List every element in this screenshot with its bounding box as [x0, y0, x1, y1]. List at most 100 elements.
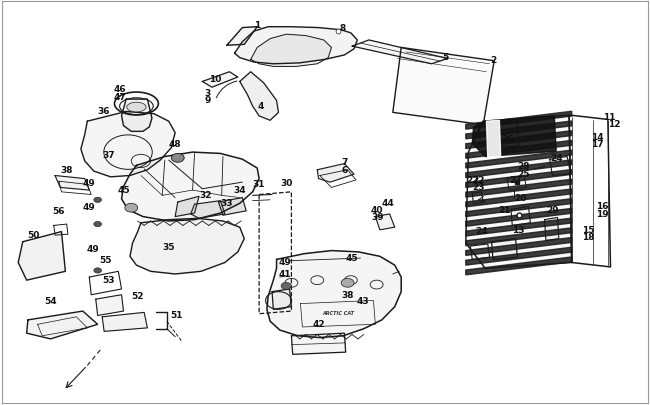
Text: 30: 30: [280, 179, 292, 188]
Text: 52: 52: [131, 291, 144, 300]
Text: 49: 49: [279, 257, 291, 266]
Text: 3: 3: [204, 89, 211, 98]
Polygon shape: [130, 219, 244, 274]
Text: 12: 12: [608, 120, 621, 129]
Polygon shape: [466, 247, 572, 266]
Text: 32: 32: [200, 191, 212, 200]
Text: 16: 16: [597, 201, 609, 210]
Text: 35: 35: [162, 242, 175, 251]
Polygon shape: [96, 295, 124, 316]
Polygon shape: [466, 238, 572, 256]
Polygon shape: [466, 112, 572, 130]
Text: 15: 15: [582, 225, 595, 234]
Circle shape: [94, 222, 101, 227]
Circle shape: [125, 204, 138, 213]
Polygon shape: [55, 176, 89, 191]
Polygon shape: [267, 251, 401, 338]
Polygon shape: [272, 289, 291, 309]
Text: 31: 31: [253, 180, 265, 189]
Circle shape: [172, 154, 184, 163]
Polygon shape: [240, 72, 278, 121]
Text: 49: 49: [86, 244, 99, 253]
Text: 13: 13: [512, 225, 525, 234]
Polygon shape: [466, 151, 572, 168]
Polygon shape: [393, 48, 494, 126]
Polygon shape: [202, 72, 238, 88]
Text: 45: 45: [346, 254, 358, 262]
Text: 41: 41: [279, 269, 291, 278]
Polygon shape: [375, 214, 395, 230]
Text: 14: 14: [592, 133, 604, 142]
Text: 29: 29: [546, 205, 558, 214]
Text: 4: 4: [257, 102, 264, 111]
Polygon shape: [466, 131, 572, 149]
Text: 24: 24: [475, 227, 488, 236]
Text: 17: 17: [592, 140, 604, 149]
Polygon shape: [227, 28, 257, 46]
Polygon shape: [466, 141, 572, 159]
Text: 43: 43: [356, 296, 369, 305]
Text: 11: 11: [603, 113, 616, 122]
Text: 50: 50: [27, 231, 39, 240]
Text: 38: 38: [60, 165, 73, 174]
Polygon shape: [235, 28, 358, 65]
Polygon shape: [317, 164, 354, 183]
Text: 22: 22: [473, 176, 485, 185]
Polygon shape: [27, 311, 98, 339]
Text: 38: 38: [341, 290, 354, 299]
Text: 40: 40: [370, 205, 383, 214]
Polygon shape: [473, 117, 556, 157]
Text: 18: 18: [582, 232, 595, 241]
Text: 47: 47: [113, 93, 126, 102]
Circle shape: [281, 283, 291, 290]
Polygon shape: [466, 228, 572, 246]
Polygon shape: [18, 232, 66, 281]
Polygon shape: [251, 35, 332, 67]
Polygon shape: [218, 198, 246, 216]
Polygon shape: [545, 218, 559, 241]
Text: 22: 22: [466, 176, 478, 185]
Polygon shape: [175, 197, 199, 217]
Circle shape: [94, 268, 101, 273]
Polygon shape: [466, 257, 572, 275]
Polygon shape: [489, 123, 519, 148]
Text: 8: 8: [340, 23, 346, 33]
Text: 6: 6: [341, 165, 348, 174]
Text: 51: 51: [170, 310, 183, 319]
Text: 21: 21: [499, 205, 511, 214]
Text: 1: 1: [254, 21, 260, 30]
Text: 56: 56: [53, 207, 65, 216]
Text: 53: 53: [103, 275, 115, 284]
Text: 10: 10: [209, 75, 222, 83]
Text: 44: 44: [382, 199, 395, 208]
Polygon shape: [466, 219, 572, 237]
Text: ARCTIC CAT: ARCTIC CAT: [322, 310, 354, 315]
Text: 37: 37: [102, 151, 115, 160]
Text: 28: 28: [517, 162, 530, 171]
Polygon shape: [466, 116, 572, 269]
Polygon shape: [466, 190, 572, 207]
Text: 24: 24: [550, 154, 562, 163]
Text: 55: 55: [99, 255, 112, 264]
Text: 45: 45: [117, 186, 130, 195]
Polygon shape: [122, 153, 259, 222]
Text: 33: 33: [220, 199, 233, 208]
Circle shape: [94, 198, 101, 203]
Text: 25: 25: [517, 169, 530, 178]
Polygon shape: [291, 333, 346, 354]
Text: 26: 26: [501, 135, 514, 144]
Polygon shape: [466, 160, 572, 178]
Text: 46: 46: [113, 85, 126, 94]
Polygon shape: [486, 121, 500, 158]
Text: 36: 36: [98, 107, 110, 115]
Polygon shape: [81, 112, 175, 177]
Text: 34: 34: [233, 186, 246, 195]
Text: 49: 49: [83, 179, 96, 188]
Text: 54: 54: [44, 296, 57, 305]
Polygon shape: [102, 313, 148, 332]
Text: 19: 19: [597, 209, 609, 218]
Text: 39: 39: [372, 212, 384, 221]
Text: 42: 42: [312, 319, 325, 328]
Polygon shape: [466, 199, 572, 217]
Polygon shape: [190, 201, 225, 219]
